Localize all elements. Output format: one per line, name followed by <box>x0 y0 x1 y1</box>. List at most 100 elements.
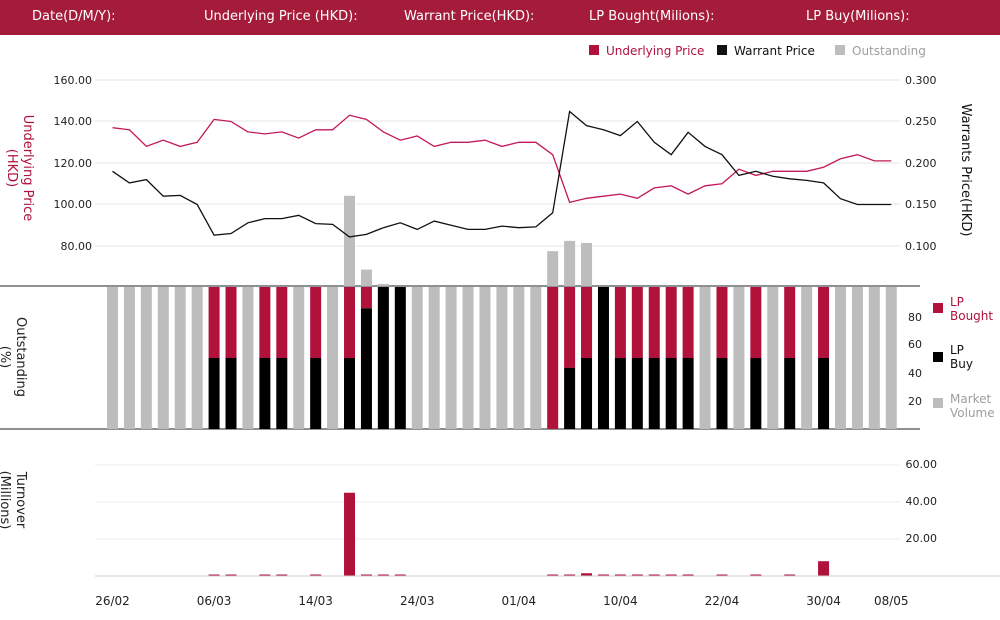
outstanding-bar <box>344 195 356 286</box>
legend-outstanding-swatch <box>835 45 845 55</box>
left-y-axis-label: Underlying Price(HKD) <box>4 115 35 222</box>
gridlines <box>95 79 900 540</box>
market-volume-bar <box>834 287 846 429</box>
market-volume-bar <box>327 287 339 429</box>
lp-bought-bar <box>784 287 796 358</box>
lp-buy-bar <box>344 358 356 429</box>
lp-buy-bar <box>581 358 593 429</box>
lp-buy-bar <box>716 358 728 429</box>
outstanding-bars <box>107 287 897 429</box>
legend-lp-buy-label: LP Buy <box>950 343 973 371</box>
right-y-tick: 0.250 <box>905 115 937 128</box>
market-volume-bar <box>530 287 542 429</box>
market-volume-bar <box>462 287 474 429</box>
legend-lp-buy-swatch <box>933 352 943 362</box>
turnover-bar <box>360 574 372 576</box>
market-volume-bar <box>411 287 423 429</box>
turnover-bar <box>225 574 237 576</box>
legend-warrant-label: Warrant Price <box>734 44 815 58</box>
legend-underlying-swatch <box>589 45 599 55</box>
market-volume-bar <box>885 287 897 429</box>
turnover-bar <box>344 492 356 576</box>
header-lp-buy-label: LP Buy(Milions): <box>806 9 910 24</box>
outstanding-y-axis-label: Outstanding(%) <box>0 317 28 397</box>
left-y-tick: 100.00 <box>54 198 93 211</box>
turnover-y-tick: 40.00 <box>906 495 938 508</box>
lp-bought-bar <box>310 287 322 358</box>
x-tick-label: 22/04 <box>705 594 740 608</box>
lp-buy-bar <box>360 308 372 429</box>
market-volume-bar <box>868 287 880 429</box>
turnover-y-axis-label: Turnover(Millions) <box>0 471 28 530</box>
outstanding-bar <box>564 240 576 286</box>
lp-buy-bar <box>784 358 796 429</box>
lp-bought-bar <box>716 287 728 358</box>
lp-buy-bar <box>394 287 406 429</box>
lp-bought-bar <box>259 287 271 358</box>
x-tick-label: 01/04 <box>502 594 537 608</box>
market-volume-bar <box>140 287 152 429</box>
lp-bought-bar <box>208 287 220 358</box>
turnover-bar <box>682 574 694 576</box>
lp-buy-bar <box>648 358 660 429</box>
right-y-tick: 0.150 <box>905 198 937 211</box>
lp-bought-bar <box>564 287 576 368</box>
market-volume-bar <box>851 287 863 429</box>
lp-buy-bar <box>310 358 322 429</box>
lp-bought-bar <box>614 287 626 358</box>
right-y-tick: 0.100 <box>905 240 937 253</box>
outstanding-bar <box>581 242 593 286</box>
turnover-bars <box>208 492 830 576</box>
lp-buy-bar <box>750 358 762 429</box>
header-lp-bought-label: LP Bought(Milions): <box>589 9 715 24</box>
lp-buy-bar <box>225 358 237 429</box>
outstanding-bars-top <box>344 195 593 286</box>
market-volume-bar <box>157 287 169 429</box>
left-y-tick: 140.00 <box>54 115 93 128</box>
market-volume-bar <box>428 287 440 429</box>
turnover-bar <box>208 574 220 576</box>
market-volume-bar <box>191 287 203 429</box>
turnover-bar <box>597 574 609 576</box>
outstanding-y-tick: 80 <box>908 311 922 324</box>
market-volume-bar <box>242 287 254 429</box>
turnover-bar <box>750 574 762 576</box>
lp-buy-bar <box>818 358 830 429</box>
turnover-bar <box>818 561 830 576</box>
x-tick-label: 24/03 <box>400 594 435 608</box>
legend-lp-bought-label: LP Bought <box>950 295 993 323</box>
market-volume-bar <box>293 287 305 429</box>
left-y-tick: 120.00 <box>54 157 93 170</box>
header-underlying-label: Underlying Price (HKD): <box>204 9 358 24</box>
market-volume-bar <box>733 287 745 429</box>
turnover-y-tick: 60.00 <box>906 458 938 471</box>
legend-outstanding-label: Outstanding <box>852 44 926 58</box>
turnover-bar <box>581 573 593 576</box>
lp-buy-bar <box>631 358 643 429</box>
turnover-bar <box>614 574 626 576</box>
lp-bought-bar <box>581 287 593 358</box>
legend-warrant-swatch <box>717 45 727 55</box>
lp-bought-bar <box>750 287 762 358</box>
turnover-bar <box>259 574 271 576</box>
lp-buy-bar <box>665 358 677 429</box>
market-volume-bar <box>123 287 135 429</box>
market-volume-bar <box>767 287 779 429</box>
header-date-label: Date(D/M/Y): <box>32 9 116 24</box>
outstanding-y-tick: 60 <box>908 338 922 351</box>
outstanding-bar <box>547 251 559 286</box>
x-tick-label: 06/03 <box>197 594 232 608</box>
turnover-bar <box>648 574 660 576</box>
turnover-y-tick: 20.00 <box>906 532 938 545</box>
x-tick-label: 08/05 <box>874 594 909 608</box>
market-volume-bar <box>513 287 525 429</box>
turnover-bar <box>394 574 406 576</box>
lp-bought-bar <box>818 287 830 358</box>
lp-buy-bar <box>276 358 288 429</box>
x-tick-label: 30/04 <box>806 594 841 608</box>
right-y-axis-label: Warrants Price(HKD) <box>958 104 973 237</box>
market-volume-bar <box>801 287 813 429</box>
turnover-bar <box>665 574 677 576</box>
market-volume-bar <box>699 287 711 429</box>
